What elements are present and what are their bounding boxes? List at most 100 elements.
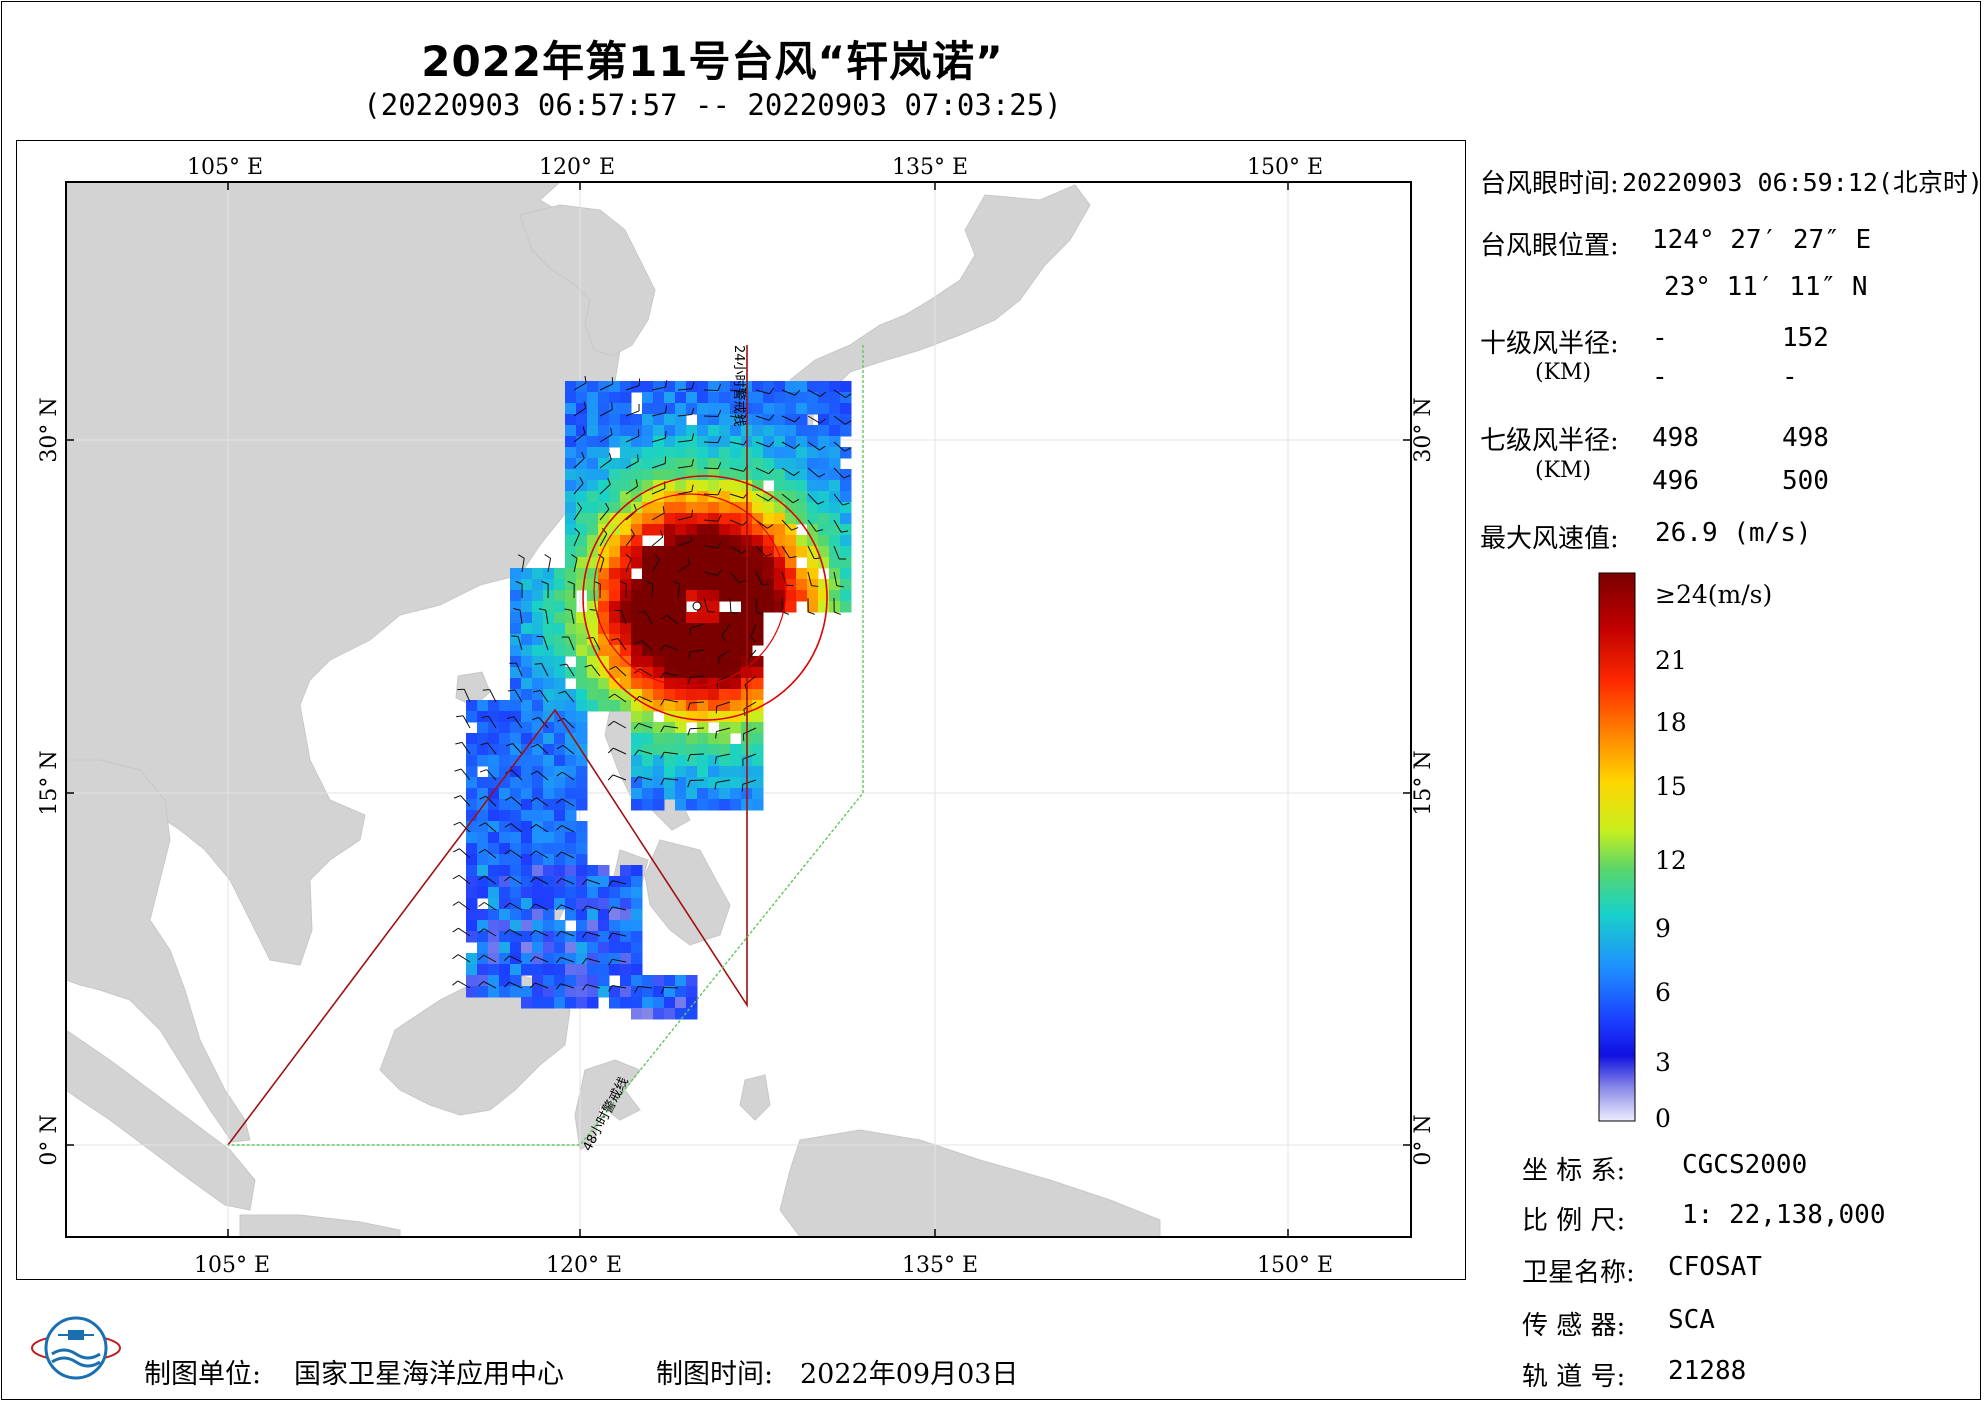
- typhoon-eye-marker[interactable]: [692, 601, 702, 611]
- wind-barb: [608, 693, 627, 703]
- wind-cell: [477, 788, 489, 800]
- wind-cell: [576, 403, 588, 415]
- wind-cell: [664, 744, 676, 756]
- wind-cell: [477, 733, 489, 745]
- wind-barb: [544, 554, 552, 573]
- wind-cell: [664, 711, 676, 723]
- wind-cell: [565, 425, 577, 437]
- wind-cell: [840, 557, 852, 569]
- wind-cell: [466, 788, 478, 800]
- wind-cell: [510, 964, 522, 976]
- wind-cell: [620, 425, 632, 437]
- wind-cell: [763, 403, 775, 415]
- wind-cell: [510, 568, 522, 580]
- wind-cell: [576, 623, 588, 635]
- wind-cell: [620, 898, 632, 910]
- wind-cell: [686, 568, 698, 580]
- wind-cell: [774, 480, 786, 492]
- wind-cell: [664, 513, 676, 525]
- wind-cell: [708, 623, 720, 635]
- wind-cell: [488, 964, 500, 976]
- wind-cell: [697, 612, 709, 624]
- wind-cell: [620, 887, 632, 899]
- wind-cell: [598, 436, 610, 448]
- land-masses: [66, 182, 1161, 1237]
- wind-barb: [742, 727, 757, 741]
- wind-cell: [565, 612, 577, 624]
- wind-cell: [730, 513, 742, 525]
- wind-cell: [730, 480, 742, 492]
- wind-cell: [576, 524, 588, 536]
- wind-cell: [510, 975, 522, 987]
- wind-cell: [664, 480, 676, 492]
- wind-cell: [653, 546, 665, 558]
- wind-cell: [543, 832, 555, 844]
- wind-cell: [807, 425, 819, 437]
- wind-cell: [499, 986, 511, 998]
- wind-cell: [543, 601, 555, 613]
- wind-cell: [510, 700, 522, 712]
- wind-cell: [829, 425, 841, 437]
- satellite-value: CFOSAT: [1668, 1252, 1762, 1282]
- wind-cell: [697, 469, 709, 481]
- wind-cell: [565, 469, 577, 481]
- wind-cell: [796, 447, 808, 459]
- wind-cell: [488, 766, 500, 778]
- wind-cell: [697, 436, 709, 448]
- wind-cell: [807, 381, 819, 393]
- wind-cell: [818, 579, 830, 591]
- colorbar-tick: 6: [1655, 978, 1671, 1007]
- wind-cell: [818, 502, 830, 514]
- wind-cell: [686, 502, 698, 514]
- wind-barb: [716, 675, 731, 689]
- wind-barb: [453, 821, 471, 833]
- wind-cell: [719, 458, 731, 470]
- wind-cell: [730, 667, 742, 679]
- wind-cell: [675, 392, 687, 404]
- wind-cell: [730, 557, 742, 569]
- wind-cell: [510, 590, 522, 602]
- wind-cell: [609, 931, 621, 943]
- wind-cell: [598, 667, 610, 679]
- wind-cell: [675, 711, 687, 723]
- colorbar-tick: 3: [1655, 1048, 1671, 1077]
- wind-cell: [565, 590, 577, 602]
- wind-cell: [631, 513, 643, 525]
- footer-date-value: 2022年09月03日: [800, 1359, 1019, 1390]
- wind-cell: [730, 491, 742, 503]
- wind-cell: [499, 942, 511, 954]
- wind-cell: [697, 645, 709, 657]
- wind-cell: [840, 403, 852, 415]
- scale-value: 1: 22,138,000: [1682, 1200, 1886, 1230]
- wind-cell: [730, 469, 742, 481]
- wind-cell: [554, 854, 566, 866]
- wind-cell: [554, 876, 566, 888]
- wind-cell: [664, 656, 676, 668]
- wind-barb: [534, 663, 549, 677]
- wind-cell: [510, 579, 522, 591]
- wind-cell: [543, 678, 555, 690]
- wind-cell: [554, 678, 566, 690]
- wind-cell: [565, 986, 577, 998]
- wind-cell: [466, 777, 478, 789]
- wind-cell: [466, 931, 478, 943]
- wind-cell: [675, 579, 687, 591]
- wind-cell: [554, 744, 566, 756]
- wind-barb: [807, 571, 819, 587]
- wind-cell: [807, 546, 819, 558]
- wind-cell: [796, 535, 808, 547]
- wind-cell: [620, 645, 632, 657]
- wind-cell: [774, 579, 786, 591]
- wind-cell: [510, 799, 522, 811]
- wind-cell: [510, 678, 522, 690]
- wind-cell: [675, 700, 687, 712]
- wind-cell: [697, 744, 709, 756]
- wind-barb: [755, 467, 775, 475]
- wind-barb: [635, 640, 653, 651]
- wind-cell: [488, 755, 500, 767]
- wind-cell: [719, 447, 731, 459]
- wind-cell: [543, 975, 555, 987]
- wind-cell: [675, 1008, 687, 1020]
- wind-cell: [466, 975, 478, 987]
